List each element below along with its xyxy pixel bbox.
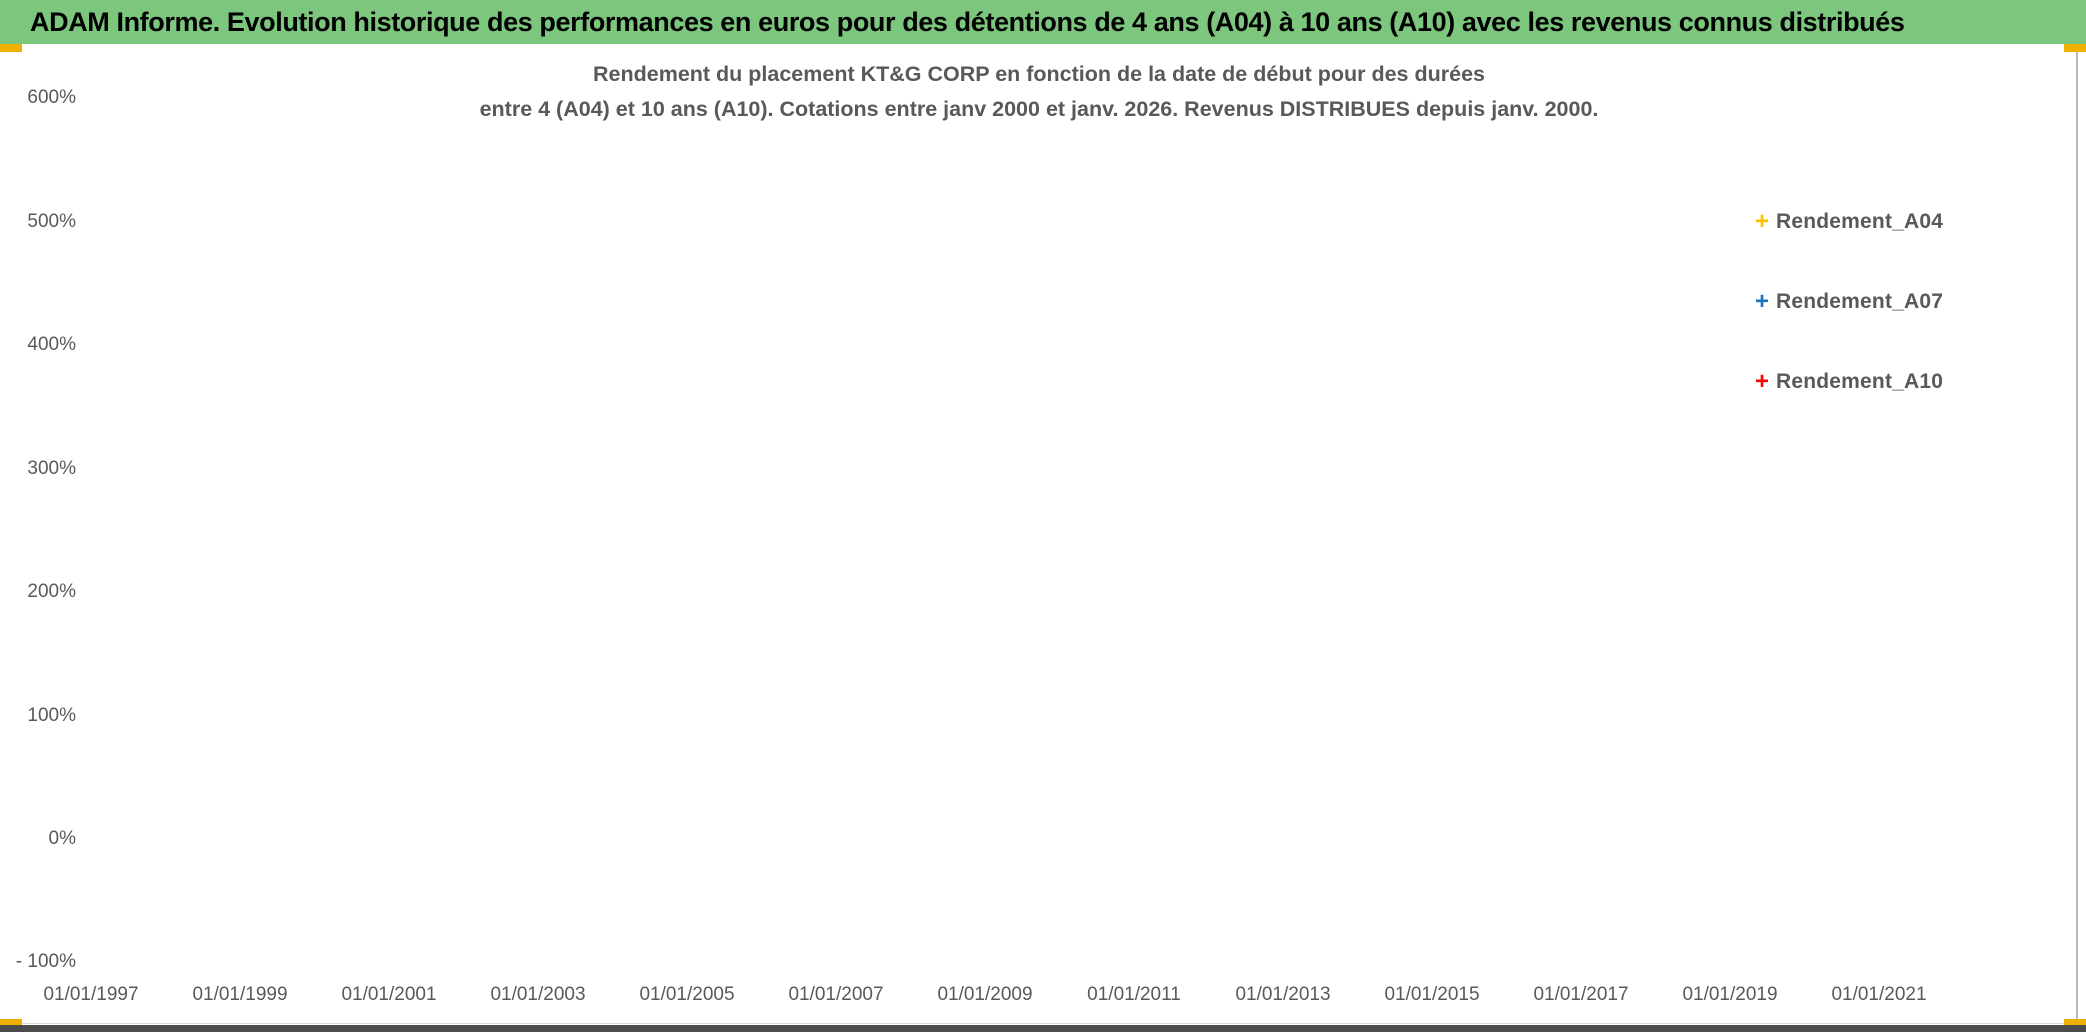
y-tick-label: 0% bbox=[48, 828, 76, 849]
x-tick-label: 01/01/2009 bbox=[937, 984, 1033, 1005]
legend-item-rendement_a07[interactable]: + Rendement_A07 bbox=[1748, 286, 1943, 318]
selection-handle-bottom-right[interactable] bbox=[2064, 1019, 2086, 1027]
y-tick-label: 500% bbox=[27, 210, 76, 232]
y-tick-label: 100% bbox=[27, 704, 76, 726]
y-tick-label: 600% bbox=[27, 87, 76, 109]
y-tick-label: 200% bbox=[27, 581, 76, 603]
x-tick-label: 01/01/2003 bbox=[490, 984, 586, 1005]
x-tick-label: 01/01/2015 bbox=[1384, 984, 1480, 1005]
y-tick-label: - 100% bbox=[15, 951, 76, 973]
x-tick-label: 01/01/2019 bbox=[1682, 984, 1778, 1005]
report-header: ADAM Informe. Evolution historique des p… bbox=[0, 0, 2086, 44]
x-tick-label: 01/01/2005 bbox=[639, 984, 735, 1005]
x-tick-label: 01/01/2007 bbox=[788, 984, 884, 1005]
legend-box[interactable] bbox=[1712, 186, 2006, 418]
x-tick-label: 01/01/2001 bbox=[341, 984, 437, 1005]
x-tick-label: 01/01/2011 bbox=[1087, 984, 1181, 1005]
legend-label: Rendement_A04 bbox=[1776, 210, 1944, 233]
legend-plus-icon: + bbox=[1754, 288, 1769, 315]
bottom-bar bbox=[0, 1025, 2086, 1032]
report-title: ADAM Informe. Evolution historique des p… bbox=[30, 6, 1905, 37]
y-tick-label: 300% bbox=[27, 457, 76, 479]
legend-item-rendement_a10[interactable]: + Rendement_A10 bbox=[1748, 366, 1943, 398]
selection-handle-top-left[interactable] bbox=[0, 44, 22, 52]
x-tick-label: 01/01/2021 bbox=[1831, 984, 1927, 1005]
selection-handle-top-right[interactable] bbox=[2064, 44, 2086, 52]
legend-label: Rendement_A10 bbox=[1776, 370, 1944, 393]
chart-title-line2: entre 4 (A04) et 10 ans (A10). Cotations… bbox=[479, 97, 1599, 121]
x-tick-label: 01/01/2013 bbox=[1235, 984, 1331, 1005]
y-tick-label: 400% bbox=[27, 334, 76, 356]
x-tick-label: 01/01/1997 bbox=[43, 984, 139, 1005]
legend-plus-icon: + bbox=[1754, 208, 1769, 235]
legend-label: Rendement_A07 bbox=[1776, 290, 1944, 313]
x-tick-label: 01/01/1999 bbox=[192, 984, 288, 1005]
chart-title-line1: Rendement du placement KT&G CORP en fonc… bbox=[593, 62, 1485, 86]
legend-item-rendement_a04[interactable]: + Rendement_A04 bbox=[1748, 206, 1943, 238]
selection-handle-bottom-left[interactable] bbox=[0, 1019, 22, 1027]
x-tick-label: 01/01/2017 bbox=[1533, 984, 1629, 1005]
legend-plus-icon: + bbox=[1754, 368, 1769, 395]
